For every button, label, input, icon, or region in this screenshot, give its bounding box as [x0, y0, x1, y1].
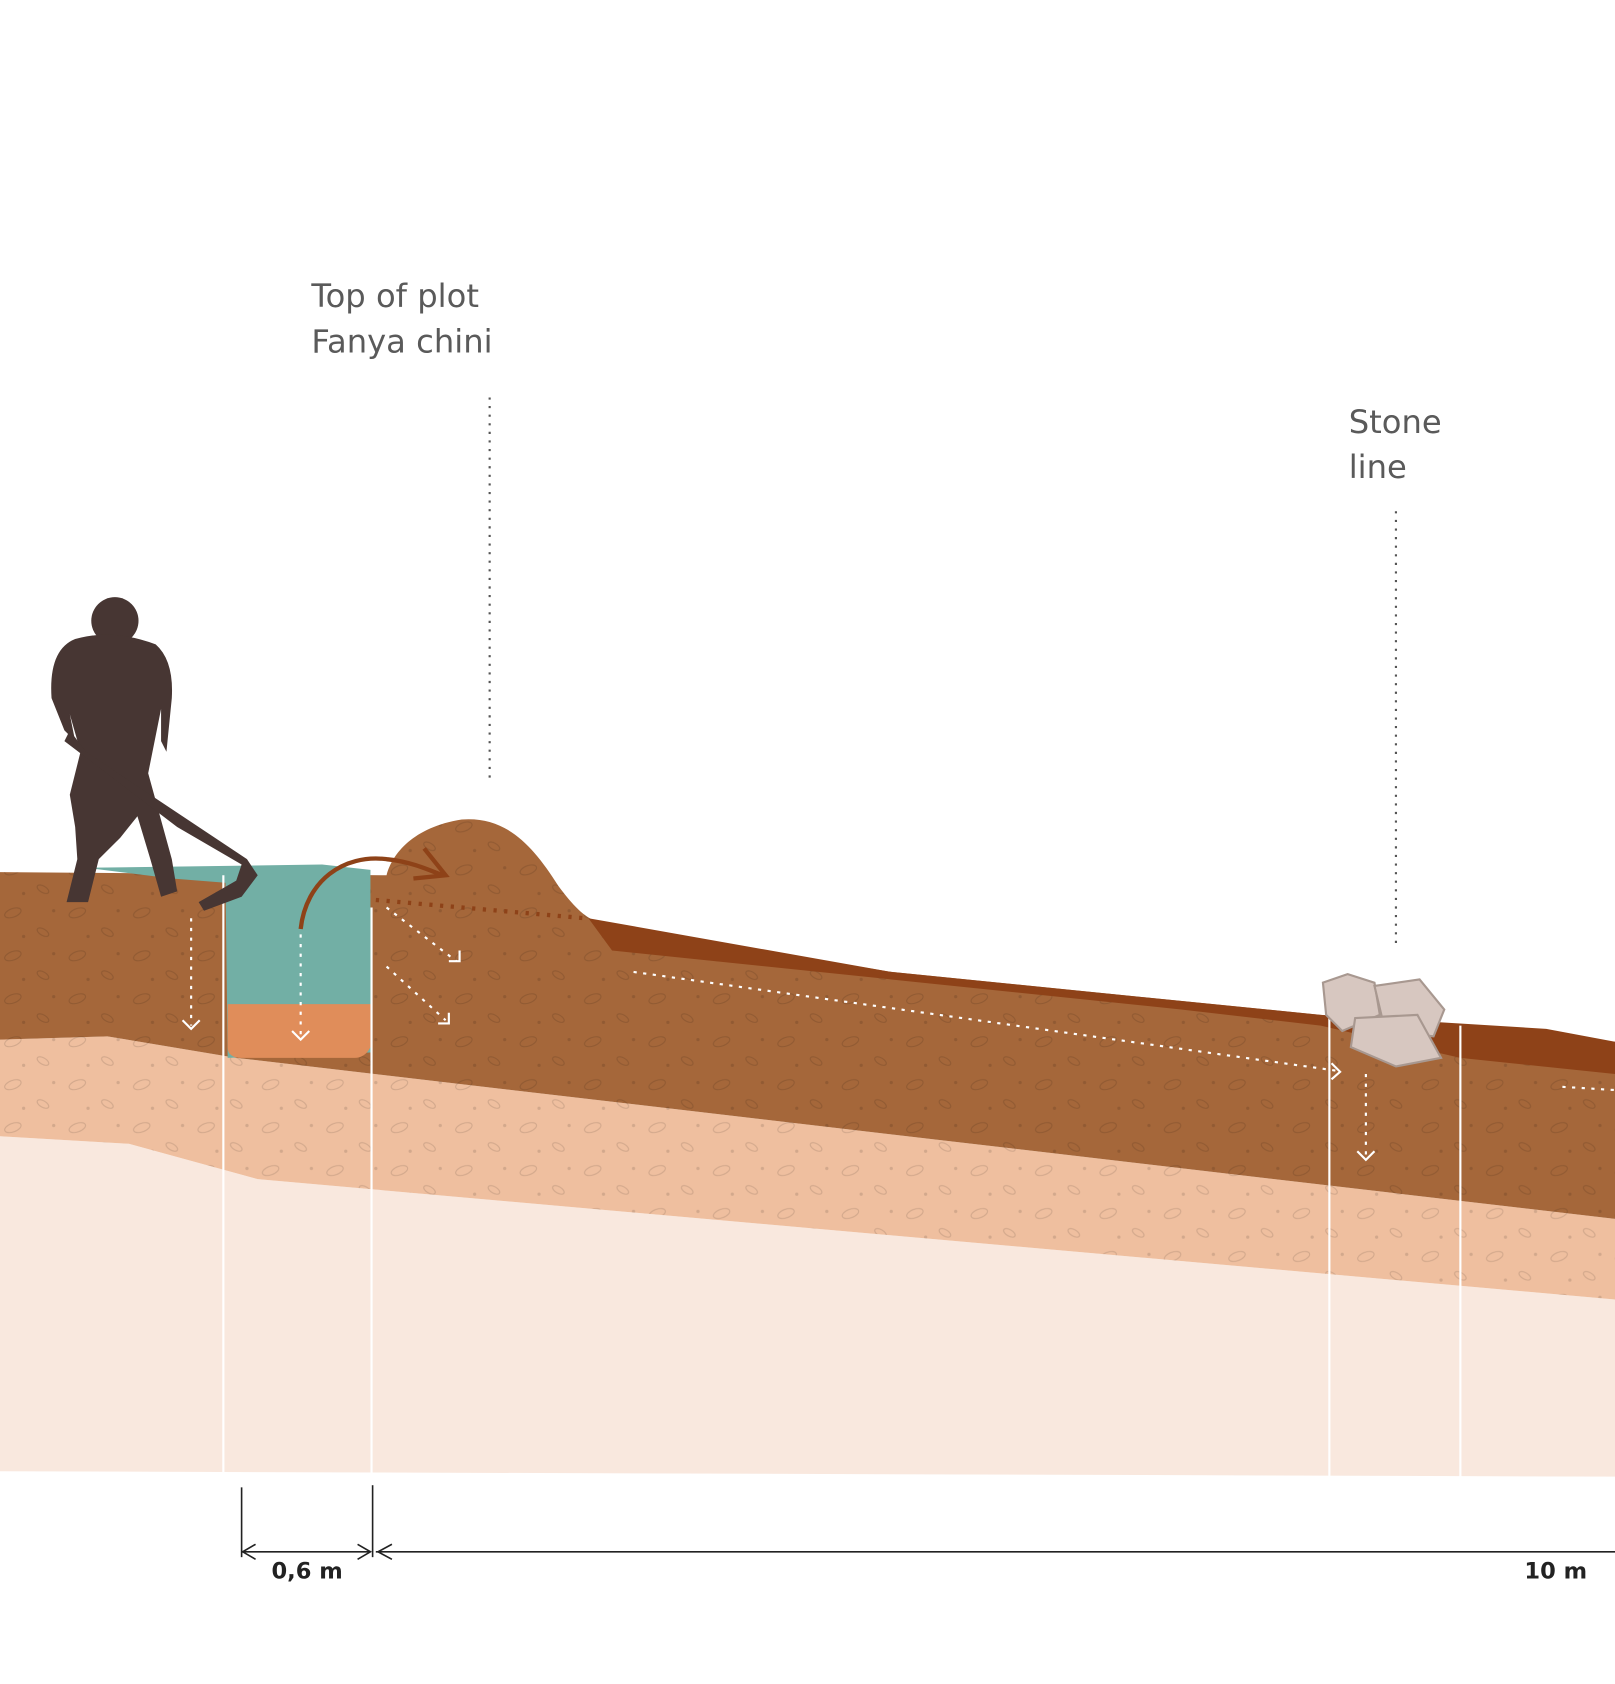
dark-strip [588, 918, 1615, 1074]
topsoil-texture [0, 819, 1615, 1219]
trench-sediment [227, 1004, 371, 1058]
callout-text: Fanya chini [311, 322, 492, 360]
dimension-label: 0,6 m [271, 1559, 342, 1585]
ridge-line [375, 897, 586, 921]
stones [1321, 972, 1446, 1068]
peach-texture [0, 1036, 1615, 1300]
soil-arrowhead [413, 847, 450, 881]
callout-text: Stone [1349, 403, 1442, 441]
soil-arrow [298, 856, 444, 930]
callout-text: line [1349, 448, 1407, 486]
dimension-label: 10 m [1524, 1559, 1587, 1585]
pale-layer [0, 1136, 1615, 1477]
farmer [51, 597, 258, 911]
callout-text: Top of plot [310, 277, 479, 315]
markers [222, 875, 1462, 1480]
flow-lines [190, 906, 1615, 1158]
flow-arrowheads [181, 950, 1376, 1162]
dimension-lines [240, 1485, 1615, 1561]
